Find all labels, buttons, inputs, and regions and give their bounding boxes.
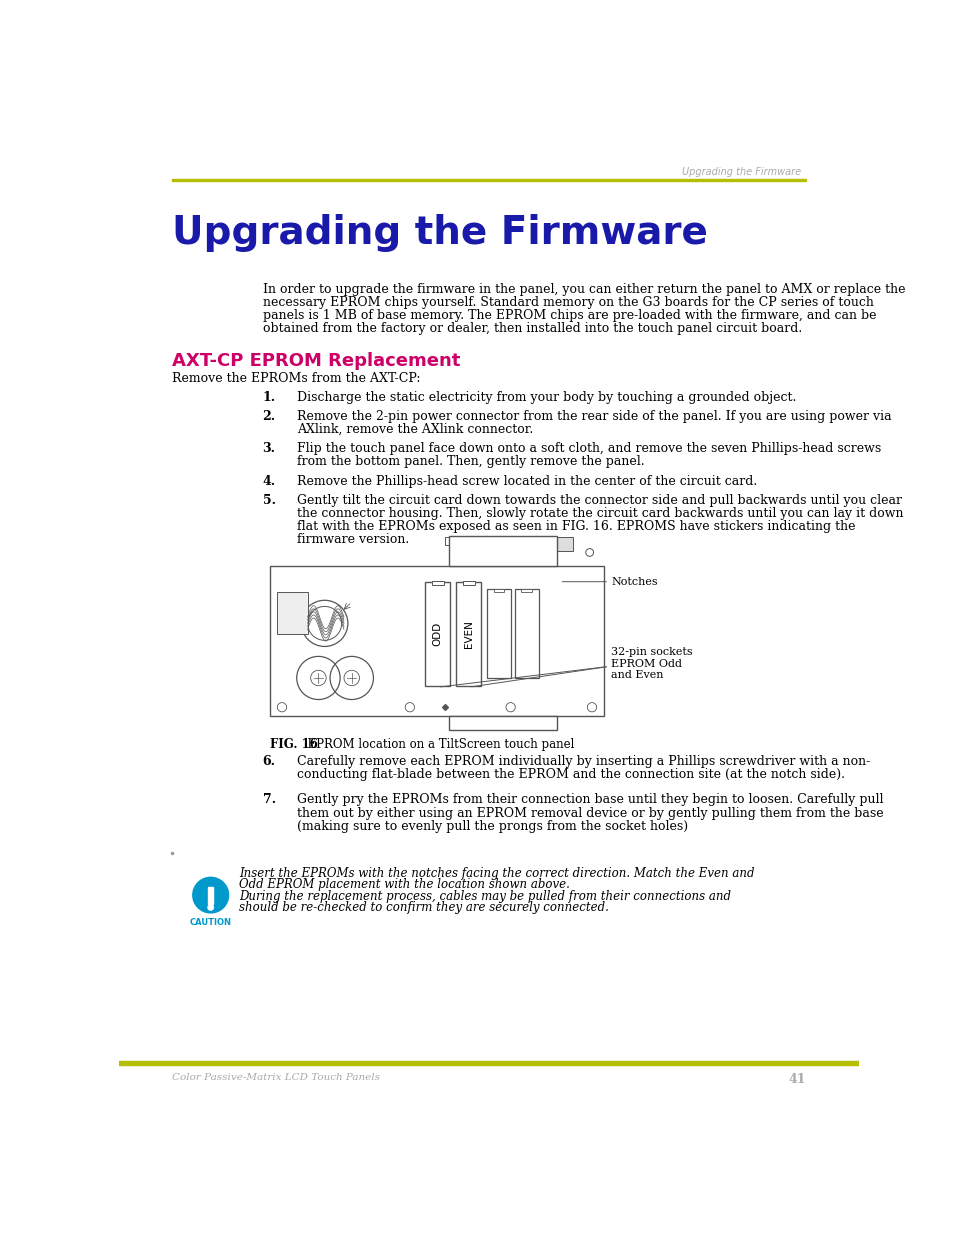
Circle shape bbox=[208, 905, 213, 910]
Text: 32-pin sockets: 32-pin sockets bbox=[611, 647, 692, 657]
Circle shape bbox=[192, 877, 229, 914]
Bar bbox=[487, 537, 530, 551]
Text: Gently pry the EPROMs from their connection base until they begin to loosen. Car: Gently pry the EPROMs from their connect… bbox=[297, 793, 883, 806]
Text: FIG. 16: FIG. 16 bbox=[270, 739, 318, 751]
Text: Remove the Phillips-head screw located in the center of the circuit card.: Remove the Phillips-head screw located i… bbox=[297, 474, 757, 488]
Text: Remove the 2-pin power connector from the rear side of the panel. If you are usi: Remove the 2-pin power connector from th… bbox=[297, 410, 891, 424]
Text: (making sure to evenly pull the prongs from the socket holes): (making sure to evenly pull the prongs f… bbox=[297, 820, 688, 832]
Text: obtained from the factory or dealer, then installed into the touch panel circuit: obtained from the factory or dealer, the… bbox=[262, 322, 801, 335]
Text: EPROM location on a TiltScreen touch panel: EPROM location on a TiltScreen touch pan… bbox=[299, 739, 574, 751]
Text: Insert the EPROMs with the notches facing the correct direction. Match the Even : Insert the EPROMs with the notches facin… bbox=[239, 867, 754, 879]
Text: Upgrading the Firmware: Upgrading the Firmware bbox=[681, 168, 801, 178]
Text: In order to upgrade the firmware in the panel, you can either return the panel t: In order to upgrade the firmware in the … bbox=[262, 283, 904, 296]
Text: 7.: 7. bbox=[262, 793, 275, 806]
Text: and Even: and Even bbox=[611, 671, 663, 680]
Text: 2.: 2. bbox=[262, 410, 275, 424]
Text: Odd EPROM placement with the location shown above.: Odd EPROM placement with the location sh… bbox=[239, 878, 570, 892]
Bar bbox=[515, 589, 537, 678]
Bar bbox=[276, 592, 307, 634]
Text: 1.: 1. bbox=[262, 390, 275, 404]
Bar bbox=[119, 1061, 858, 1066]
Bar bbox=[425, 582, 450, 685]
Text: the connector housing. Then, slowly rotate the circuit card backwards until you : the connector housing. Then, slowly rota… bbox=[297, 508, 903, 520]
Text: flat with the EPROMs exposed as seen in FIG. 16. EPROMS have stickers indicating: flat with the EPROMs exposed as seen in … bbox=[297, 520, 855, 534]
Text: panels is 1 MB of base memory. The EPROM chips are pre-loaded with the firmware,: panels is 1 MB of base memory. The EPROM… bbox=[262, 309, 875, 322]
Text: Remove the EPROMs from the AXT-CP:: Remove the EPROMs from the AXT-CP: bbox=[172, 372, 420, 385]
Text: Upgrading the Firmware: Upgrading the Firmware bbox=[172, 214, 707, 252]
Text: AXT-CP EPROM Replacement: AXT-CP EPROM Replacement bbox=[172, 352, 460, 370]
Bar bbox=[431, 580, 443, 585]
Text: CAUTION: CAUTION bbox=[190, 918, 232, 927]
Text: should be re-checked to confirm they are securely connected.: should be re-checked to confirm they are… bbox=[239, 902, 609, 914]
Text: Color Passive-Matrix LCD Touch Panels: Color Passive-Matrix LCD Touch Panels bbox=[172, 1073, 379, 1082]
Bar bbox=[464, 537, 486, 545]
Bar bbox=[462, 580, 475, 585]
Bar bbox=[444, 537, 459, 545]
Text: Gently tilt the circuit card down towards the connector side and pull backwards : Gently tilt the circuit card down toward… bbox=[297, 494, 902, 506]
Text: necessary EPROM chips yourself. Standard memory on the G3 boards for the CP seri: necessary EPROM chips yourself. Standard… bbox=[262, 296, 873, 309]
Text: During the replacement process, cables may be pulled from their connections and: During the replacement process, cables m… bbox=[239, 889, 731, 903]
Text: Carefully remove each EPROM individually by inserting a Phillips screwdriver wit: Carefully remove each EPROM individually… bbox=[297, 755, 870, 768]
Text: EVEN: EVEN bbox=[463, 620, 474, 648]
Bar bbox=[487, 589, 510, 678]
Bar bbox=[521, 589, 532, 593]
Text: from the bottom panel. Then, gently remove the panel.: from the bottom panel. Then, gently remo… bbox=[297, 456, 644, 468]
Bar bbox=[448, 716, 557, 730]
Text: Notches: Notches bbox=[611, 577, 658, 587]
Text: Discharge the static electricity from your body by touching a grounded object.: Discharge the static electricity from yo… bbox=[297, 390, 796, 404]
Bar bbox=[172, 179, 805, 182]
Text: ODD: ODD bbox=[433, 622, 442, 646]
Text: firmware version.: firmware version. bbox=[297, 534, 410, 546]
Text: 5.: 5. bbox=[262, 494, 275, 506]
Text: 3.: 3. bbox=[262, 442, 275, 456]
Text: 6.: 6. bbox=[262, 755, 275, 768]
Text: them out by either using an EPROM removal device or by gently pulling them from : them out by either using an EPROM remova… bbox=[297, 806, 883, 820]
Bar bbox=[493, 589, 504, 593]
Bar bbox=[534, 537, 572, 551]
Bar bbox=[208, 888, 213, 904]
Bar bbox=[270, 567, 603, 716]
Text: Flip the touch panel face down onto a soft cloth, and remove the seven Phillips-: Flip the touch panel face down onto a so… bbox=[297, 442, 881, 456]
Text: 41: 41 bbox=[787, 1073, 805, 1086]
Bar bbox=[456, 582, 480, 685]
Text: AXlink, remove the AXlink connector.: AXlink, remove the AXlink connector. bbox=[297, 424, 533, 436]
Text: EPROM Odd: EPROM Odd bbox=[611, 658, 681, 668]
Bar bbox=[448, 536, 557, 567]
Text: 4.: 4. bbox=[262, 474, 275, 488]
Text: conducting flat-blade between the EPROM and the connection site (at the notch si: conducting flat-blade between the EPROM … bbox=[297, 768, 844, 781]
